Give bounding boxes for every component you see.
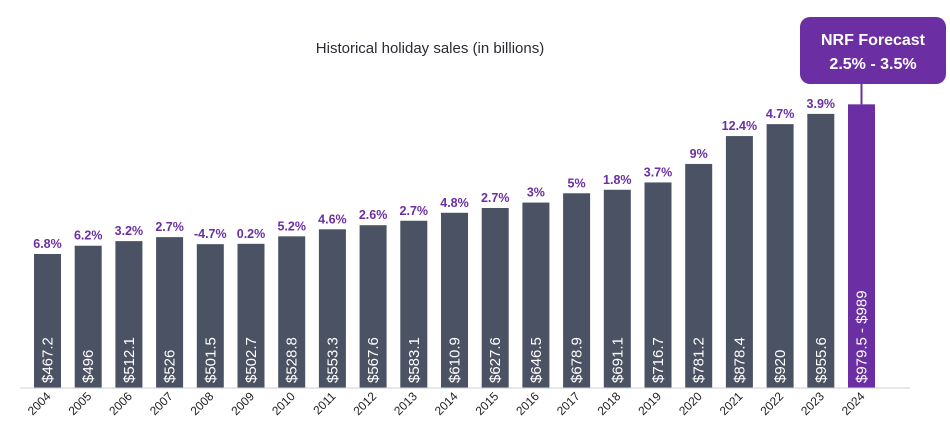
growth-label-2014: 4.8% — [440, 196, 469, 210]
year-label-2007: 2007 — [147, 389, 176, 418]
year-label-2020: 2020 — [676, 389, 705, 418]
year-label-2015: 2015 — [473, 389, 502, 418]
bar-2005 — [74, 245, 102, 388]
growth-label-2020: 9% — [690, 147, 708, 161]
year-label-2021: 2021 — [717, 389, 746, 418]
value-label-2011: $553.3 — [324, 337, 341, 383]
bar-2021 — [725, 136, 753, 388]
growth-label-2012: 2.6% — [359, 208, 388, 222]
year-label-2009: 2009 — [228, 389, 257, 418]
value-label-2008: $501.5 — [202, 337, 219, 383]
year-label-2019: 2019 — [635, 389, 664, 418]
bar-2014 — [441, 212, 468, 388]
bar-2010 — [278, 236, 306, 388]
value-label-2017: $678.9 — [569, 337, 586, 383]
year-label-2010: 2010 — [269, 389, 298, 418]
growth-label-2005: 6.2% — [74, 229, 103, 243]
chart-title: Historical holiday sales (in billions) — [316, 40, 544, 57]
year-label-2024: 2024 — [839, 389, 868, 418]
bar-2008 — [196, 244, 224, 388]
growth-label-2022: 4.7% — [766, 107, 795, 121]
value-label-2010: $528.8 — [284, 337, 301, 383]
value-label-2007: $526 — [162, 350, 179, 383]
value-label-2019: $716.7 — [650, 337, 667, 383]
value-label-2004: $467.2 — [40, 337, 57, 383]
value-label-2006: $512.1 — [121, 337, 138, 383]
year-label-2018: 2018 — [595, 389, 624, 418]
value-label-2021: $878.4 — [731, 337, 748, 383]
value-label-2014: $610.9 — [447, 337, 464, 383]
growth-label-2006: 3.2% — [115, 224, 144, 238]
growth-label-2009: 0.2% — [237, 227, 266, 241]
growth-label-2010: 5.2% — [277, 219, 306, 233]
bar-2009 — [237, 243, 265, 388]
forecast-range: 2.5% - 3.5% — [829, 56, 916, 73]
bar-2017 — [563, 193, 591, 388]
bars-layer: 6.8% $467.2 2004 6.2% $496 2005 3.2% $512.1 2006… — [25, 97, 875, 418]
growth-label-2013: 2.7% — [400, 204, 429, 218]
value-label-2009: $502.7 — [243, 337, 260, 383]
value-label-2016: $646.5 — [528, 337, 545, 383]
growth-label-2016: 3% — [527, 186, 545, 200]
forecast-label: NRF Forecast — [821, 32, 926, 49]
value-label-2022: $920 — [772, 350, 789, 383]
growth-label-2008: -4.7% — [194, 227, 227, 241]
bar-2013 — [400, 220, 428, 388]
year-label-2013: 2013 — [391, 389, 420, 418]
bar-2019 — [644, 182, 672, 388]
value-label-2020: $781.2 — [691, 337, 708, 383]
bar-2023 — [807, 113, 835, 388]
forecast-bar-2024 — [848, 104, 875, 388]
growth-label-2011: 4.6% — [318, 212, 347, 226]
bar-2011 — [318, 229, 346, 388]
bar-2020 — [685, 163, 713, 388]
growth-label-2019: 3.7% — [644, 165, 673, 179]
growth-label-2004: 6.8% — [33, 237, 62, 251]
forecast-box — [800, 17, 946, 84]
year-label-2011: 2011 — [310, 389, 338, 417]
year-label-2017: 2017 — [554, 389, 583, 418]
year-label-2014: 2014 — [432, 389, 461, 418]
bar-2007 — [156, 237, 184, 388]
bar-2012 — [359, 225, 387, 388]
year-label-2004: 2004 — [25, 389, 54, 418]
bar-2004 — [34, 254, 61, 388]
value-label-2012: $567.6 — [365, 337, 382, 383]
value-label-2018: $691.1 — [609, 337, 626, 383]
bar-2016 — [522, 202, 550, 388]
growth-label-2021: 12.4% — [722, 119, 757, 133]
bar-2015 — [481, 207, 509, 388]
bar-2006 — [115, 241, 143, 388]
growth-label-2023: 3.9% — [807, 97, 836, 111]
growth-label-2017: 5% — [568, 176, 586, 190]
bar-2018 — [603, 189, 631, 388]
growth-label-2007: 2.7% — [155, 220, 184, 234]
value-label-2015: $627.6 — [487, 337, 504, 383]
year-label-2023: 2023 — [798, 389, 827, 418]
value-label-2023: $955.6 — [813, 337, 830, 383]
year-label-2012: 2012 — [350, 389, 379, 418]
value-label-2024: $979.5 - $989 — [854, 290, 871, 383]
forecast-callout: NRF Forecast 2.5% - 3.5% — [800, 17, 946, 105]
value-label-2013: $583.1 — [406, 337, 423, 383]
growth-label-2015: 2.7% — [481, 191, 510, 205]
year-label-2016: 2016 — [513, 389, 542, 418]
bar-2022 — [766, 124, 794, 389]
value-label-2005: $496 — [80, 350, 97, 383]
year-label-2006: 2006 — [106, 389, 135, 418]
year-label-2005: 2005 — [66, 389, 95, 418]
year-label-2022: 2022 — [757, 389, 786, 418]
growth-label-2018: 1.8% — [603, 173, 632, 187]
year-label-2008: 2008 — [188, 389, 217, 418]
